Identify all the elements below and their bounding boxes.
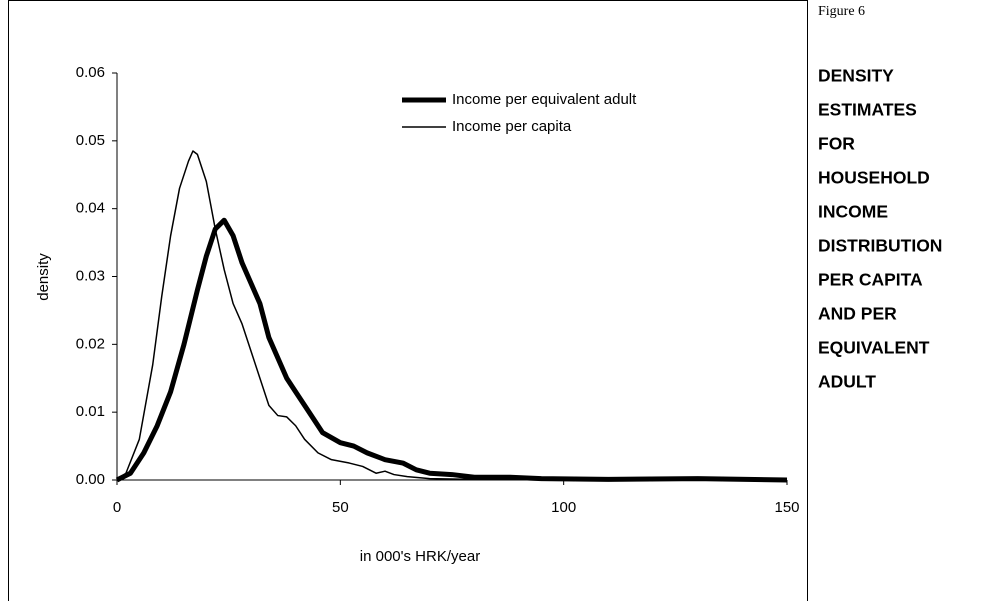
caption-line: AND PER — [818, 304, 897, 324]
x-axis-label: in 000's HRK/year — [360, 548, 480, 565]
data-line — [115, 217, 788, 483]
caption-line: ESTIMATES — [818, 100, 917, 120]
x-tick-label: 100 — [551, 499, 576, 516]
caption-line: EQUIVALENT — [818, 338, 930, 358]
chart-border — [8, 0, 808, 606]
y-tick-label: 0.03 — [76, 267, 105, 284]
caption-line: ADULT — [818, 372, 876, 392]
data-line — [116, 150, 787, 481]
y-tick-label: 0.04 — [76, 200, 105, 217]
y-tick-label: 0.06 — [76, 64, 105, 81]
y-tick-label: 0.01 — [76, 403, 105, 420]
figure-label: Figure 6 — [818, 4, 865, 19]
x-tick-label: 50 — [332, 499, 349, 516]
y-axis-label: density — [35, 253, 52, 301]
legend-label: Income per equivalent adult — [452, 91, 637, 108]
caption-line: DISTRIBUTION — [818, 236, 942, 256]
y-tick-label: 0.02 — [76, 335, 105, 352]
y-tick-label: 0.00 — [76, 471, 105, 488]
y-tick-label: 0.05 — [76, 132, 105, 149]
caption-line: FOR — [818, 134, 855, 154]
caption-line: DENSITY — [818, 66, 894, 86]
caption-line: INCOME — [818, 202, 888, 222]
x-tick-label: 0 — [113, 499, 121, 516]
caption-line: HOUSEHOLD — [818, 168, 930, 188]
caption-line: PER CAPITA — [818, 270, 923, 290]
legend-label: Income per capita — [452, 118, 572, 135]
x-tick-label: 150 — [774, 499, 799, 516]
